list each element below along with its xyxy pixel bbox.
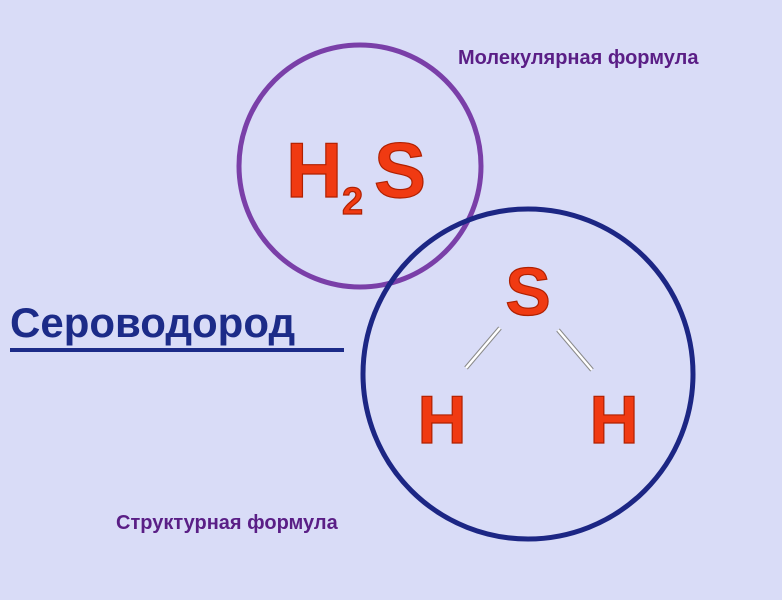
- formula-s: S: [374, 126, 426, 214]
- molecular-formula-circle: [236, 42, 484, 290]
- molecular-formula-label: Молекулярная формула: [458, 47, 699, 69]
- atom-s: S: [505, 254, 550, 330]
- formula-subscript: 2: [342, 181, 363, 223]
- bonds: [464, 326, 594, 372]
- atom-h-right: H: [589, 382, 638, 458]
- structural-formula-label: Структурная формула: [116, 512, 339, 534]
- bond-left: [465, 327, 501, 369]
- molecular-formula: H 2 S: [285, 125, 426, 223]
- page-title: Сероводород: [10, 299, 295, 346]
- atom-h-left: H: [417, 382, 466, 458]
- formula-h: H: [286, 126, 342, 214]
- title-underline: [10, 348, 344, 352]
- structural-formula-circle: [360, 206, 696, 542]
- bond-right: [557, 329, 593, 371]
